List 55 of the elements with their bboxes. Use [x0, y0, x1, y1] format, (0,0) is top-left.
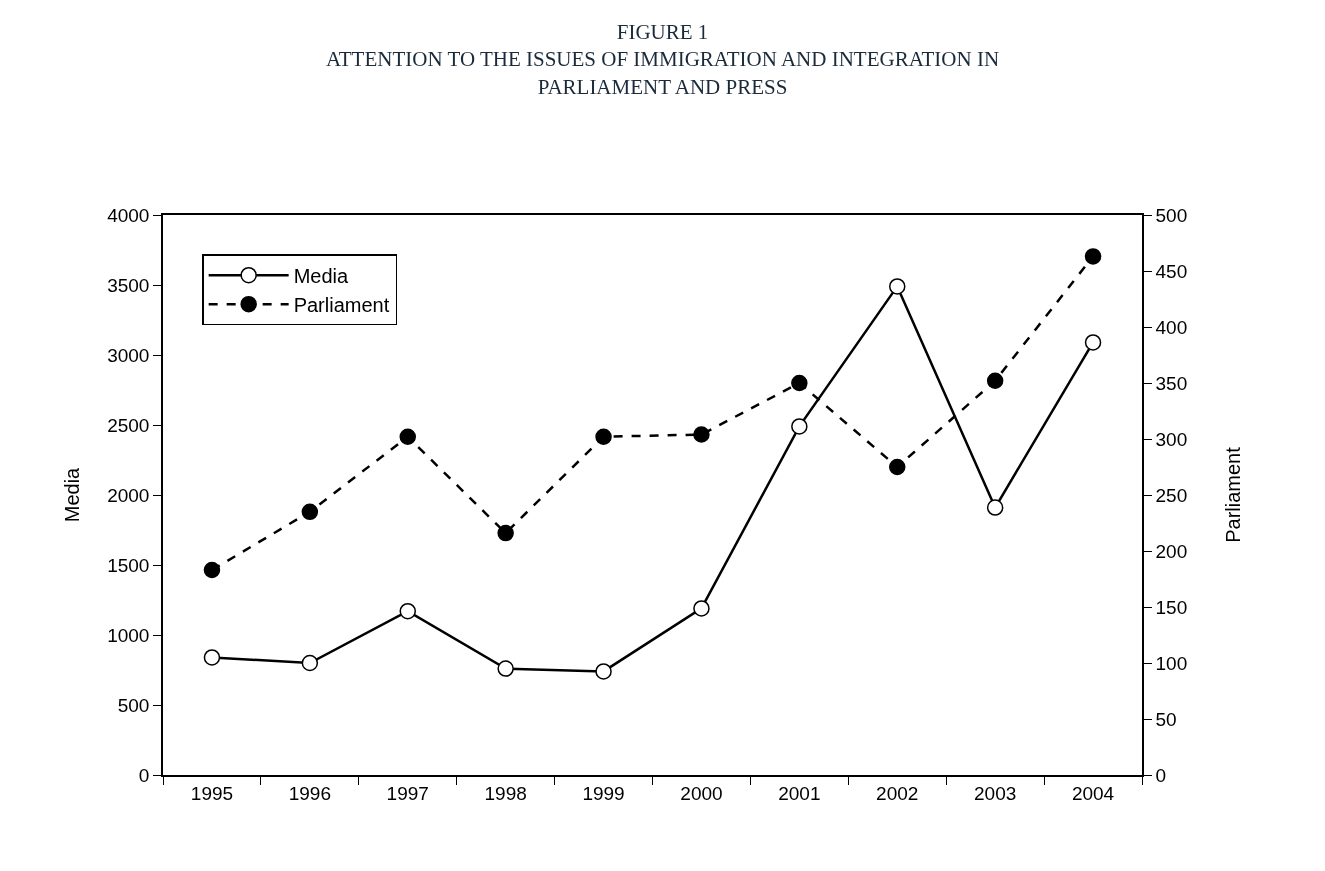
y2-tick-label: 350 — [1155, 372, 1188, 394]
y-tick-label: 1500 — [107, 554, 150, 576]
y2-tick-label: 50 — [1155, 708, 1177, 730]
y2-tick-label: 150 — [1155, 596, 1188, 618]
chart-title: FIGURE 1 ATTENTION TO THE ISSUES OF IMMIGRATION AND INTEGRATION IN PARLIAMENT AND PRESS — [325, 20, 1000, 99]
x-tick-label: 2003 — [974, 782, 1017, 804]
point — [497, 660, 514, 677]
point — [693, 600, 710, 617]
y-tick-label: 1000 — [107, 624, 150, 646]
point — [595, 663, 612, 680]
y2-tick-label: 400 — [1155, 316, 1188, 338]
y-tick-label: 4000 — [107, 204, 150, 226]
y2-tick-label: 450 — [1155, 260, 1188, 282]
y2-tick-label: 0 — [1155, 764, 1167, 786]
y2-tick-label: 100 — [1155, 652, 1188, 674]
point — [497, 524, 514, 542]
x-tick-label: 2000 — [680, 782, 723, 804]
x-tick-label: 2002 — [876, 782, 919, 804]
point — [889, 278, 906, 295]
y2-tick-label: 500 — [1155, 204, 1188, 226]
y2-axis-title: Parliament — [1222, 446, 1245, 543]
y-tick-label: 500 — [117, 694, 150, 716]
legend-label: Parliament — [293, 294, 390, 316]
point — [301, 503, 319, 521]
y-tick-label: 0 — [138, 764, 150, 786]
point — [203, 649, 221, 666]
y2-tick-label: 300 — [1155, 428, 1188, 450]
y-tick-label: 2500 — [107, 414, 150, 436]
y2-tick-label: 250 — [1155, 484, 1188, 506]
y-tick-label: 3000 — [107, 344, 150, 366]
point — [301, 654, 319, 672]
point — [791, 418, 808, 435]
x-tick-label: 1997 — [386, 782, 429, 804]
legend-label: Media — [293, 265, 350, 287]
point — [1084, 334, 1102, 351]
x-tick-label: 1998 — [484, 782, 527, 804]
point — [791, 374, 808, 392]
point — [399, 428, 416, 445]
point — [986, 372, 1004, 389]
y2-tick-label: 200 — [1155, 540, 1188, 562]
point — [399, 602, 416, 620]
point — [203, 561, 221, 579]
point — [986, 499, 1004, 516]
x-tick-label: 1995 — [190, 782, 234, 804]
x-tick-label: 1999 — [582, 782, 625, 804]
y-tick-label: 2000 — [107, 484, 150, 506]
point — [889, 458, 906, 476]
point — [693, 426, 710, 443]
point — [595, 428, 612, 445]
y-tick-label: 3500 — [107, 274, 150, 296]
y-axis-title: Media — [61, 466, 84, 523]
point — [1084, 248, 1102, 265]
x-tick-label: 2004 — [1071, 782, 1115, 804]
x-tick-label: 1996 — [288, 782, 331, 804]
x-tick-label: 2001 — [778, 782, 821, 804]
